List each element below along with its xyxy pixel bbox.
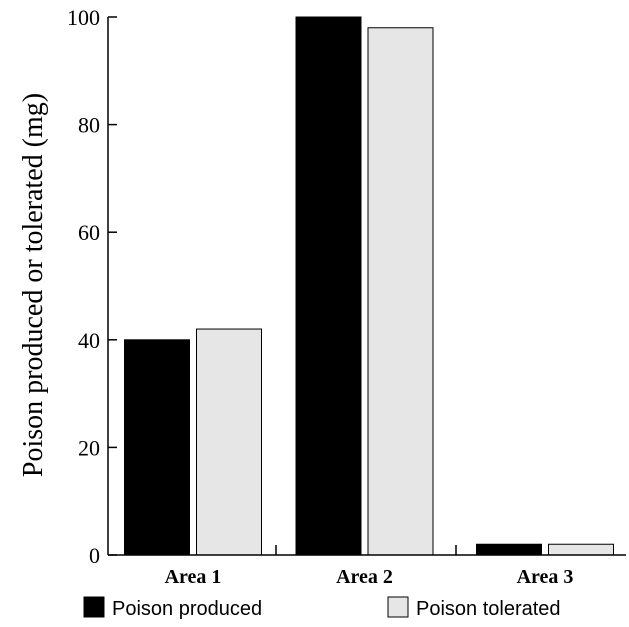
bar-tolerated-3 — [548, 543, 614, 556]
y-tick-label: 100 — [67, 5, 100, 30]
y-axis-label: Poison produced or tolerated (mg) — [18, 93, 49, 477]
legend-label-produced: Poison produced — [112, 598, 262, 620]
bar-produced-1 — [124, 339, 190, 556]
legend-label-tolerated: Poison tolerated — [416, 598, 561, 620]
y-tick-label: 60 — [78, 220, 100, 245]
legend-swatch-tolerated — [387, 596, 409, 618]
bar-produced-3 — [476, 543, 542, 556]
x-tick-label: Area 3 — [517, 566, 574, 588]
bar-tolerated-1 — [196, 328, 262, 556]
bars-layer — [124, 16, 614, 556]
y-tick-label: 40 — [78, 328, 100, 353]
x-tick-label: Area 2 — [336, 566, 393, 588]
y-tick-label: 80 — [78, 113, 100, 138]
legend: Poison produced Poison tolerated — [83, 596, 561, 620]
y-tick-label: 0 — [89, 543, 100, 568]
legend-swatch-produced — [83, 596, 105, 618]
bar-tolerated-2 — [367, 27, 434, 556]
y-tick-label: 20 — [78, 435, 100, 460]
x-tick-label: Area 1 — [165, 566, 222, 588]
axes-layer: Poison produced or tolerated (mg) Area 1… — [18, 5, 626, 588]
bar-produced-2 — [295, 16, 362, 556]
